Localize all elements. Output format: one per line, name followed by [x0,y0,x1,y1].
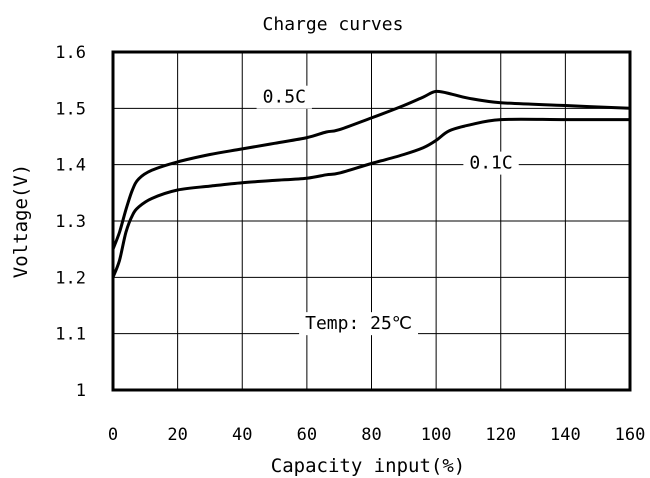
x-tick-label: 40 [232,425,252,445]
annotation-background [299,312,419,336]
x-tick-label: 80 [361,425,381,445]
x-tick-label: 60 [297,425,317,445]
annotation-label: Temp: 25℃ [305,313,412,334]
y-tick-label: 1.4 [55,156,86,176]
x-tick-label: 0 [108,425,118,445]
series-line-0-1c [111,117,630,278]
annotation-background [256,85,312,109]
plot-annotations: 0.5C 0.1C Temp: 25℃ [256,85,519,336]
plot-series [111,89,631,278]
y-axis-label: Voltage(V) [10,164,32,278]
y-tick-label: 1.6 [55,43,86,63]
x-tick-label: 20 [167,425,187,445]
x-tick-label: 100 [421,425,452,445]
y-tick-label: 1.2 [55,268,86,288]
plot-frame [111,50,632,392]
x-tick-label: 160 [615,425,646,445]
y-tick-label: 1 [76,381,86,401]
plot-grid [113,52,630,390]
chart-title: Charge curves [263,14,404,35]
x-axis-label: Capacity input(%) [271,455,465,477]
annotation-background [463,151,519,175]
y-tick-label: 1.1 [55,325,86,345]
annotation-label: 0.1C [469,153,512,174]
series-line-0-5c [111,89,631,250]
y-tick-label: 1.3 [55,212,86,232]
y-tick-label: 1.5 [55,99,86,119]
x-tick-label: 120 [485,425,516,445]
x-tick-label: 140 [550,425,581,445]
tick-labels: 0 20 40 60 80 100 120 140 160 1 1.1 1.2 1.3 1.4 1.5 1.6 [55,43,645,445]
annotation-label: 0.5C [263,87,306,108]
